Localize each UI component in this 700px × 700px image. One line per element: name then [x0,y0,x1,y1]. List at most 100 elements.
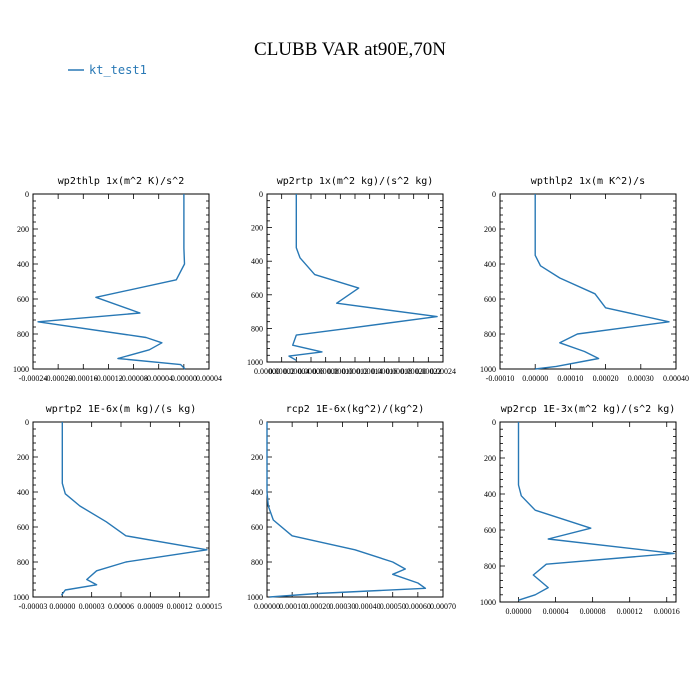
panel-6: wp2rcp 1E-3x(m^2 kg)/(s^2 kg) 0 200 400 600 8… [480,404,680,616]
y-tick-label: 0 [259,190,263,199]
y-tick-label: 200 [484,225,496,234]
x-tick-label: -0.00004 [144,374,173,383]
x-tick-label: -0.00012 [94,374,123,383]
x-tick-label: -0.00016 [69,374,98,383]
panel-title: rcp2 1E-6x(kg^2)/(kg^2) [286,404,424,415]
x-tick-label: 0.00000 [171,374,197,383]
plot-frame [266,193,444,363]
plot-frame [499,421,677,603]
panels: wp2thlp 1x(m^2 K)/s^202004006008001000-0… [13,176,689,616]
x-tick-label: 0.00003 [79,602,105,611]
y-tick-label: 600 [251,291,263,300]
x-tick-label: 0.00008 [580,607,606,616]
series-line [37,194,186,370]
x-tick-label: 0.00009 [137,602,163,611]
panel-2: wp2rtp 1x(m^2 kg)/(s^2 kg) 0 200 400 600 800 1… [247,176,456,376]
x-tick-label: 0.00040 [663,374,689,383]
x-tick-label: 0.00000 [506,607,532,616]
y-tick-label: 800 [17,330,29,339]
x-tick-label: 0.00006 [298,367,324,376]
x-tick-label: 0.00000 [254,367,280,376]
y-tick-label: 1000 [247,593,263,602]
x-tick-label: 0.00006 [108,602,134,611]
y-tick-label: 1000 [13,365,29,374]
x-tick-label: 0.00030 [329,602,355,611]
y-tick-label: 200 [251,453,263,462]
x-tick-label: -0.00024 [19,374,48,383]
panel-title: wp2rtp 1x(m^2 kg)/(s^2 kg) [277,176,434,187]
x-tick-label: 0.00000 [254,602,280,611]
y-tick-label: 800 [484,562,496,571]
y-tick-label: 0 [492,418,496,427]
x-tick-label: 0.00008 [313,367,339,376]
panel-title: wpthlp2 1x(m K^2)/s [531,176,645,187]
series-line [534,194,670,370]
series-line [517,422,675,601]
x-tick-label: 0.00010 [279,602,305,611]
x-tick-label: 0.00000 [49,602,75,611]
y-tick-label: 200 [251,224,263,233]
y-tick-label: 800 [251,324,263,333]
y-tick-label: 600 [251,523,263,532]
series-line [266,422,427,598]
x-tick-label: 0.00016 [371,367,397,376]
y-tick-label: 1000 [13,593,29,602]
y-tick-label: 800 [17,558,29,567]
y-tick-label: 400 [17,260,29,269]
panel-4: wprtp2 1E-6x(m kg)/(s kg) 0 200 400 600 800 10… [13,404,222,611]
x-tick-label: 0.00004 [283,367,309,376]
x-tick-label: 0.00014 [357,367,383,376]
legend: kt_test1 [68,63,147,77]
x-tick-label: 0.00012 [617,607,643,616]
y-tick-label: 0 [25,190,29,199]
y-tick-label: 800 [251,558,263,567]
y-tick-label: 800 [484,330,496,339]
x-tick-label: 0.00018 [386,367,412,376]
x-tick-label: -0.00003 [19,602,48,611]
series-line [60,422,208,596]
x-tick-label: 0.00030 [628,374,654,383]
y-tick-label: 400 [484,260,496,269]
x-tick-label: 0.00020 [401,367,427,376]
y-tick-label: 400 [251,488,263,497]
y-tick-label: 1000 [247,358,263,367]
panel-1: wp2thlp 1x(m^2 K)/s^202004006008001000-0… [13,176,222,383]
x-tick-label: 0.00024 [430,367,456,376]
y-tick-label: 0 [25,418,29,427]
plot-frame [266,421,444,598]
x-tick-label: 0.00002 [269,367,295,376]
y-tick-label: 0 [259,418,263,427]
x-tick-label: 0.00050 [380,602,406,611]
x-tick-label: 0.00016 [654,607,680,616]
x-tick-label: 0.00020 [304,602,330,611]
y-tick-label: 600 [17,295,29,304]
x-tick-label: 0.00004 [543,607,569,616]
x-tick-label: 0.00022 [415,367,441,376]
figure-title: CLUBB VAR at90E,70N [254,39,446,60]
x-tick-label: 0.00000 [522,374,548,383]
y-tick-label: 0 [492,190,496,199]
y-tick-label: 200 [17,453,29,462]
x-tick-label: 0.00020 [593,374,619,383]
x-tick-label: 0.00010 [557,374,583,383]
x-tick-label: 0.00012 [167,602,193,611]
x-tick-label: 0.00040 [355,602,381,611]
x-tick-label: 0.00015 [196,602,222,611]
y-tick-label: 1000 [480,365,496,374]
panel-title: wp2rcp 1E-3x(m^2 kg)/(s^2 kg) [501,404,676,415]
plot-frame [32,421,210,598]
x-tick-label: -0.00020 [44,374,73,383]
y-tick-label: 600 [17,523,29,532]
legend-label: kt_test1 [89,63,147,77]
y-tick-label: 600 [484,526,496,535]
x-tick-label: 0.00004 [196,374,222,383]
y-tick-label: 1000 [480,598,496,607]
series-line [288,194,438,361]
y-tick-label: 200 [484,454,496,463]
x-tick-label: 0.00010 [327,367,353,376]
y-tick-label: 400 [484,490,496,499]
plot-frame [32,193,210,370]
y-tick-label: 200 [17,225,29,234]
panel-title: wprtp2 1E-6x(m kg)/(s kg) [46,404,197,415]
